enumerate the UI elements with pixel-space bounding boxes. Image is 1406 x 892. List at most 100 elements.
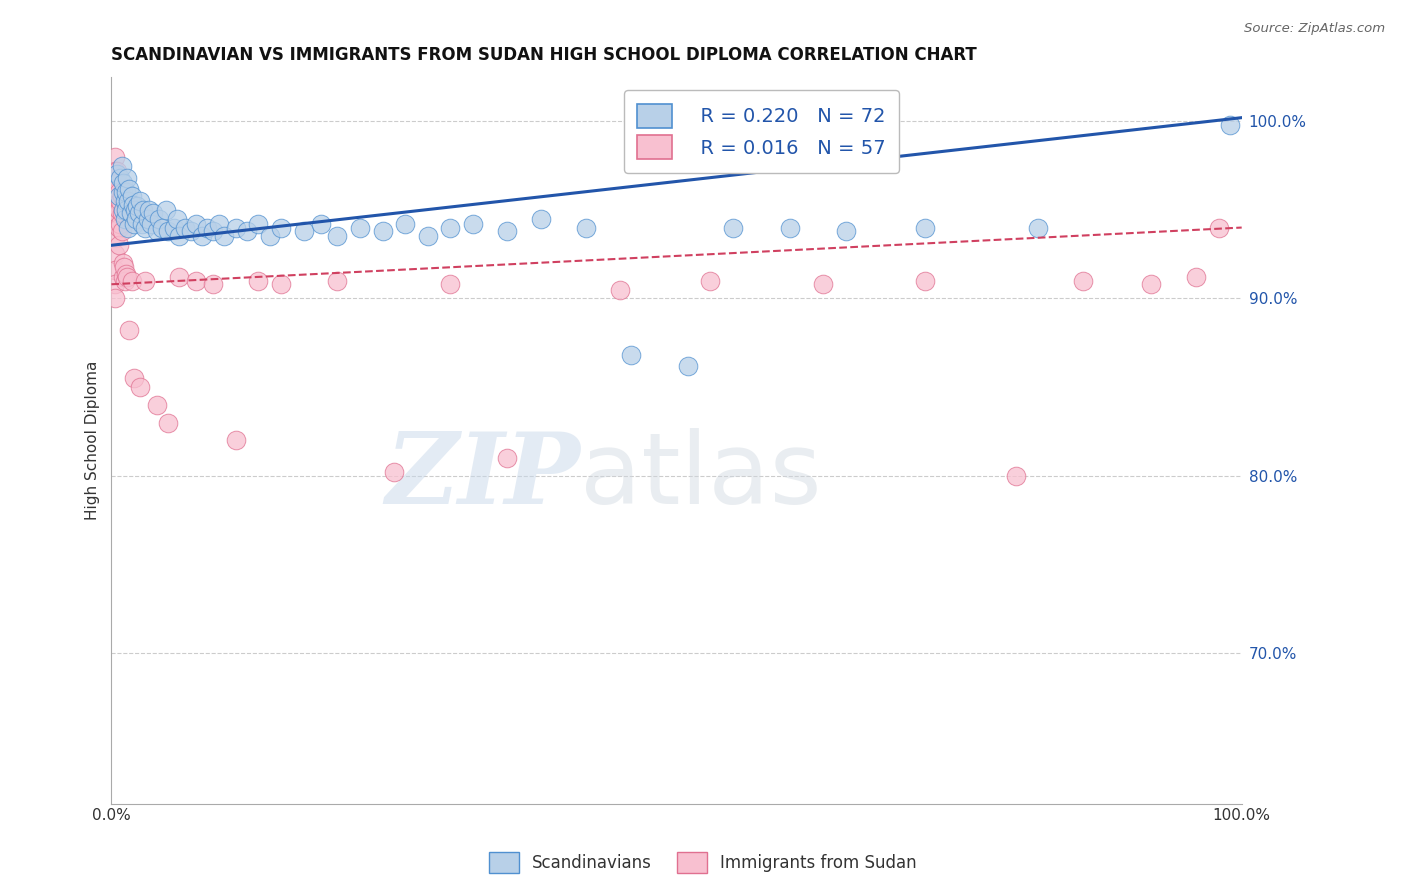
Point bbox=[128, 380, 150, 394]
Point bbox=[914, 220, 936, 235]
Point bbox=[326, 274, 349, 288]
Point bbox=[110, 194, 132, 208]
Point bbox=[197, 220, 219, 235]
Point bbox=[382, 465, 405, 479]
Point bbox=[813, 277, 835, 292]
Point bbox=[104, 247, 127, 261]
Point bbox=[104, 217, 127, 231]
Point bbox=[115, 170, 138, 185]
Legend: Scandinavians, Immigrants from Sudan: Scandinavians, Immigrants from Sudan bbox=[482, 846, 924, 880]
Point bbox=[202, 277, 225, 292]
Point bbox=[145, 224, 167, 238]
Point bbox=[121, 274, 143, 288]
Point bbox=[1219, 118, 1241, 132]
Point bbox=[110, 206, 132, 220]
Point bbox=[110, 188, 132, 202]
Point bbox=[1073, 274, 1095, 288]
Point bbox=[225, 220, 247, 235]
Point bbox=[118, 181, 141, 195]
Point bbox=[104, 188, 127, 202]
Point bbox=[132, 202, 155, 217]
Point bbox=[111, 202, 134, 217]
Point bbox=[121, 188, 143, 202]
Point bbox=[371, 224, 394, 238]
Point bbox=[117, 194, 139, 208]
Point bbox=[115, 185, 138, 199]
Point bbox=[108, 238, 131, 252]
Point bbox=[111, 256, 134, 270]
Point bbox=[349, 220, 371, 235]
Point bbox=[122, 197, 145, 211]
Point bbox=[127, 199, 149, 213]
Point bbox=[108, 188, 131, 202]
Point bbox=[104, 277, 127, 292]
Point bbox=[110, 224, 132, 238]
Point bbox=[155, 202, 177, 217]
Point bbox=[247, 217, 270, 231]
Point bbox=[186, 217, 208, 231]
Point bbox=[115, 270, 138, 285]
Y-axis label: High School Diploma: High School Diploma bbox=[86, 360, 100, 520]
Point bbox=[110, 170, 132, 185]
Point bbox=[173, 220, 195, 235]
Point bbox=[108, 202, 131, 217]
Point bbox=[150, 220, 173, 235]
Point bbox=[108, 220, 131, 235]
Point bbox=[162, 220, 184, 235]
Text: SCANDINAVIAN VS IMMIGRANTS FROM SUDAN HIGH SCHOOL DIPLOMA CORRELATION CHART: SCANDINAVIAN VS IMMIGRANTS FROM SUDAN HI… bbox=[111, 46, 977, 64]
Point bbox=[180, 224, 202, 238]
Point bbox=[496, 224, 519, 238]
Point bbox=[139, 217, 162, 231]
Point bbox=[108, 185, 131, 199]
Point bbox=[208, 217, 231, 231]
Point bbox=[117, 220, 139, 235]
Point bbox=[416, 229, 439, 244]
Point bbox=[114, 211, 136, 226]
Point bbox=[270, 220, 292, 235]
Point bbox=[326, 229, 349, 244]
Point bbox=[120, 206, 142, 220]
Point bbox=[609, 283, 631, 297]
Point bbox=[676, 359, 699, 373]
Point bbox=[620, 348, 643, 362]
Point bbox=[107, 176, 129, 190]
Point bbox=[270, 277, 292, 292]
Point bbox=[530, 211, 553, 226]
Point bbox=[292, 224, 315, 238]
Point bbox=[115, 202, 138, 217]
Point bbox=[145, 398, 167, 412]
Point bbox=[1208, 220, 1230, 235]
Point bbox=[156, 416, 179, 430]
Point bbox=[112, 260, 135, 274]
Point bbox=[105, 206, 128, 220]
Point bbox=[118, 323, 141, 337]
Point bbox=[105, 164, 128, 178]
Point bbox=[167, 229, 190, 244]
Point bbox=[105, 185, 128, 199]
Point bbox=[148, 211, 170, 226]
Text: Source: ZipAtlas.com: Source: ZipAtlas.com bbox=[1244, 22, 1385, 36]
Point bbox=[309, 217, 332, 231]
Point bbox=[134, 274, 156, 288]
Point bbox=[122, 371, 145, 385]
Point bbox=[1026, 220, 1049, 235]
Point bbox=[111, 185, 134, 199]
Point bbox=[114, 274, 136, 288]
Point bbox=[191, 229, 214, 244]
Point bbox=[104, 292, 127, 306]
Point bbox=[124, 202, 146, 217]
Point bbox=[461, 217, 484, 231]
Point bbox=[1185, 270, 1208, 285]
Point bbox=[186, 274, 208, 288]
Point bbox=[104, 263, 127, 277]
Point bbox=[779, 220, 801, 235]
Point bbox=[236, 224, 259, 238]
Point bbox=[575, 220, 598, 235]
Point bbox=[128, 206, 150, 220]
Point bbox=[156, 224, 179, 238]
Point bbox=[104, 164, 127, 178]
Point bbox=[142, 206, 165, 220]
Point bbox=[114, 194, 136, 208]
Point bbox=[721, 220, 744, 235]
Point bbox=[214, 229, 236, 244]
